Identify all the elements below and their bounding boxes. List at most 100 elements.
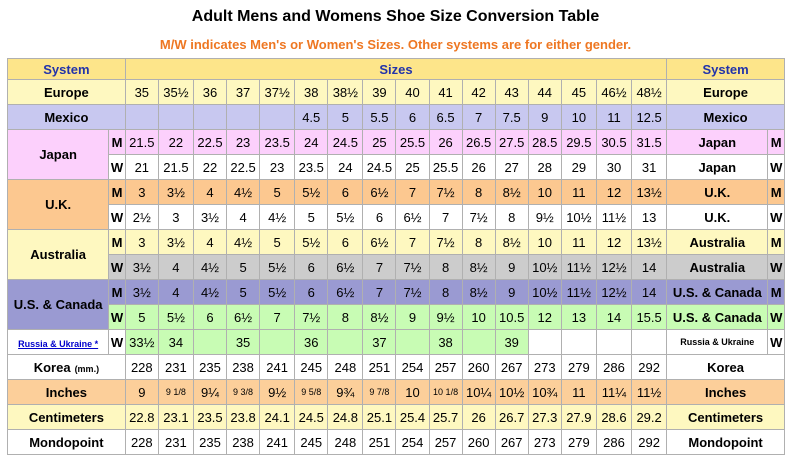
size-cell: 5.5: [362, 104, 397, 130]
size-cell: 10½: [527, 279, 562, 305]
size-cell: 6: [294, 254, 329, 280]
size-cell: 6½: [395, 204, 430, 230]
page-subtitle: M/W indicates Men's or Women's Sizes. Ot…: [159, 37, 632, 52]
size-cell: 5½: [259, 279, 296, 305]
gender-marker: M: [108, 229, 126, 255]
shoe-size-table: System Sizes System Europe 35 35½ 36 37 37½ 38…: [6, 58, 785, 455]
russia-ukraine-link[interactable]: Russia & Ukraine *: [18, 338, 99, 349]
gender-marker: W: [108, 254, 126, 280]
size-cell: 9½: [527, 204, 562, 230]
size-cell: 43: [494, 79, 529, 105]
size-cell: 13½: [631, 179, 668, 205]
size-cell: 8: [494, 204, 529, 230]
size-cell: [327, 329, 364, 355]
size-cell: 10.5: [494, 304, 529, 330]
size-cell: [461, 329, 496, 355]
size-cell: 10¾: [527, 379, 562, 405]
size-cell: 30.5: [595, 129, 633, 155]
row-label-left: Japan: [6, 129, 110, 180]
size-cell: 26: [428, 129, 463, 155]
row-label-right: Inches: [666, 379, 785, 405]
size-cell: 11: [595, 104, 633, 130]
size-cell: 7: [395, 229, 430, 255]
row-label-text: Korea: [33, 359, 71, 375]
size-cell: 39: [494, 329, 529, 355]
size-cell: 42: [461, 79, 496, 105]
size-cell: 3: [124, 229, 159, 255]
size-cell: 11½: [560, 279, 597, 305]
table-row: Mondopoint 228 231 235 238 241 245 248 251 254 257…: [7, 429, 785, 455]
size-cell: [259, 104, 296, 130]
size-cell: 10½: [560, 204, 597, 230]
size-cell: 13½: [631, 229, 668, 255]
gender-marker-right: M: [767, 129, 785, 155]
size-cell: 29.2: [631, 404, 668, 430]
row-label-right: Centimeters: [666, 404, 785, 430]
row-label-unit: (mm.): [74, 363, 100, 374]
size-cell: 23: [226, 129, 261, 155]
size-cell: 38½: [327, 79, 364, 105]
gender-marker-right: M: [767, 279, 785, 305]
gender-marker: W: [108, 204, 126, 230]
size-cell: 7½: [428, 229, 463, 255]
size-cell: 12.5: [631, 104, 668, 130]
size-cell: 228: [124, 354, 159, 380]
size-cell: [595, 329, 633, 355]
row-label-text: Mexico: [44, 109, 89, 125]
size-cell: 44: [527, 79, 562, 105]
size-cell: 9 3/8: [226, 379, 261, 405]
size-cell: 9: [494, 254, 529, 280]
size-cell: 4: [157, 254, 194, 280]
size-cell: 251: [362, 429, 397, 455]
row-label-left: Mondopoint: [7, 429, 126, 455]
size-cell: 6: [192, 304, 228, 330]
size-cell: 23.1: [157, 404, 194, 430]
row-label-left: Mexico: [7, 104, 126, 130]
size-cell: 5: [259, 229, 296, 255]
size-cell: 248: [327, 354, 364, 380]
size-cell: 292: [631, 354, 668, 380]
size-cell: 3½: [124, 279, 159, 305]
size-cell: 31: [631, 154, 668, 180]
gender-marker-right: W: [767, 254, 785, 280]
row-label-right: U.K.: [666, 179, 769, 205]
size-cell: 10: [395, 379, 430, 405]
size-cell: 10½: [494, 379, 529, 405]
size-cell: 6: [327, 179, 364, 205]
gender-marker-right: M: [767, 229, 785, 255]
size-cell: 228: [124, 429, 159, 455]
size-cell: 6: [294, 279, 329, 305]
size-cell: 35: [124, 79, 159, 105]
size-cell: 4½: [226, 179, 261, 205]
gender-marker-right: M: [767, 179, 785, 205]
row-label-left: U.S. & Canada: [6, 279, 110, 330]
size-cell: 3½: [157, 179, 194, 205]
size-cell: 29.5: [560, 129, 597, 155]
size-cell: 6½: [327, 254, 364, 280]
table-row: U.K. M 3 3½ 4 4½ 5 5½ 6 6½ 7 7½ 8 8½ 10 11 12 13½ U.K. M: [6, 179, 785, 230]
size-cell: 8: [461, 229, 496, 255]
size-cell: 5: [327, 104, 364, 130]
header-system-left: System: [7, 58, 126, 80]
size-cell: 7½: [428, 179, 463, 205]
size-cell: 24.5: [327, 129, 364, 155]
size-cell: 36: [294, 329, 329, 355]
size-cell: 260: [461, 354, 496, 380]
size-cell: 5: [124, 304, 159, 330]
size-cell: 235: [192, 354, 228, 380]
size-cell: 12½: [595, 254, 633, 280]
size-cell: 254: [395, 429, 430, 455]
size-cell: 238: [226, 354, 261, 380]
size-cell: 257: [428, 354, 463, 380]
size-cell: 27.9: [560, 404, 597, 430]
size-cell: 6½: [226, 304, 261, 330]
size-cell: 27: [494, 154, 529, 180]
size-cell: 10: [560, 104, 597, 130]
row-label-right: Australia: [666, 254, 769, 280]
size-cell: 3: [124, 179, 159, 205]
size-cell: 22.5: [192, 129, 228, 155]
size-cell: 40: [395, 79, 430, 105]
size-cell: 38: [294, 79, 329, 105]
row-label-text: Mondopoint: [29, 434, 104, 450]
size-cell: 25.7: [428, 404, 463, 430]
